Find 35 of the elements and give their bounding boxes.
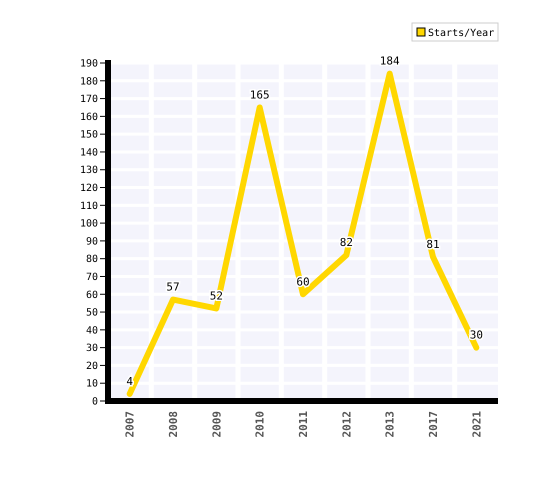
y-tick-label: 50 bbox=[86, 308, 98, 319]
y-tick-label: 20 bbox=[86, 360, 98, 372]
x-tick-label: 2011 bbox=[297, 410, 310, 438]
data-label: 165 bbox=[250, 88, 270, 102]
y-tick-label: 100 bbox=[80, 218, 98, 230]
legend-label: Starts/Year bbox=[428, 28, 494, 39]
x-tick-label: 2021 bbox=[470, 410, 484, 438]
x-tick-label: 2008 bbox=[167, 411, 180, 438]
y-tick-label: 30 bbox=[86, 343, 98, 354]
y-tick-label: 80 bbox=[86, 254, 98, 266]
data-label: 57 bbox=[166, 280, 180, 294]
y-tick-label: 160 bbox=[80, 112, 98, 123]
y-tick-label: 40 bbox=[86, 325, 98, 336]
x-tick-label: 2013 bbox=[384, 411, 397, 438]
y-tick-label: 120 bbox=[80, 183, 98, 194]
data-label: 81 bbox=[426, 238, 440, 251]
x-tick-label: 2009 bbox=[210, 411, 224, 438]
y-tick-label: 190 bbox=[80, 58, 98, 70]
y-tick-label: 110 bbox=[80, 200, 98, 212]
x-tick-label: 2012 bbox=[340, 411, 354, 438]
data-label: 4 bbox=[126, 374, 134, 388]
y-tick-label: 180 bbox=[80, 76, 98, 88]
y-tick-label: 60 bbox=[86, 290, 98, 301]
x-tick-label: 2007 bbox=[124, 411, 137, 438]
y-tick-label: 0 bbox=[92, 396, 98, 408]
y-tick-label: 130 bbox=[80, 165, 98, 176]
y-tick-label: 150 bbox=[80, 130, 98, 141]
y-tick-label: 140 bbox=[80, 147, 98, 158]
y-tick-label: 10 bbox=[86, 378, 98, 390]
y-tick-label: 90 bbox=[86, 236, 98, 248]
data-label: 184 bbox=[380, 54, 400, 68]
x-tick-label: 2010 bbox=[254, 411, 267, 438]
y-tick-label: 170 bbox=[80, 94, 98, 106]
y-tick-label: 70 bbox=[86, 272, 98, 283]
x-tick-label: 2017 bbox=[427, 411, 440, 438]
